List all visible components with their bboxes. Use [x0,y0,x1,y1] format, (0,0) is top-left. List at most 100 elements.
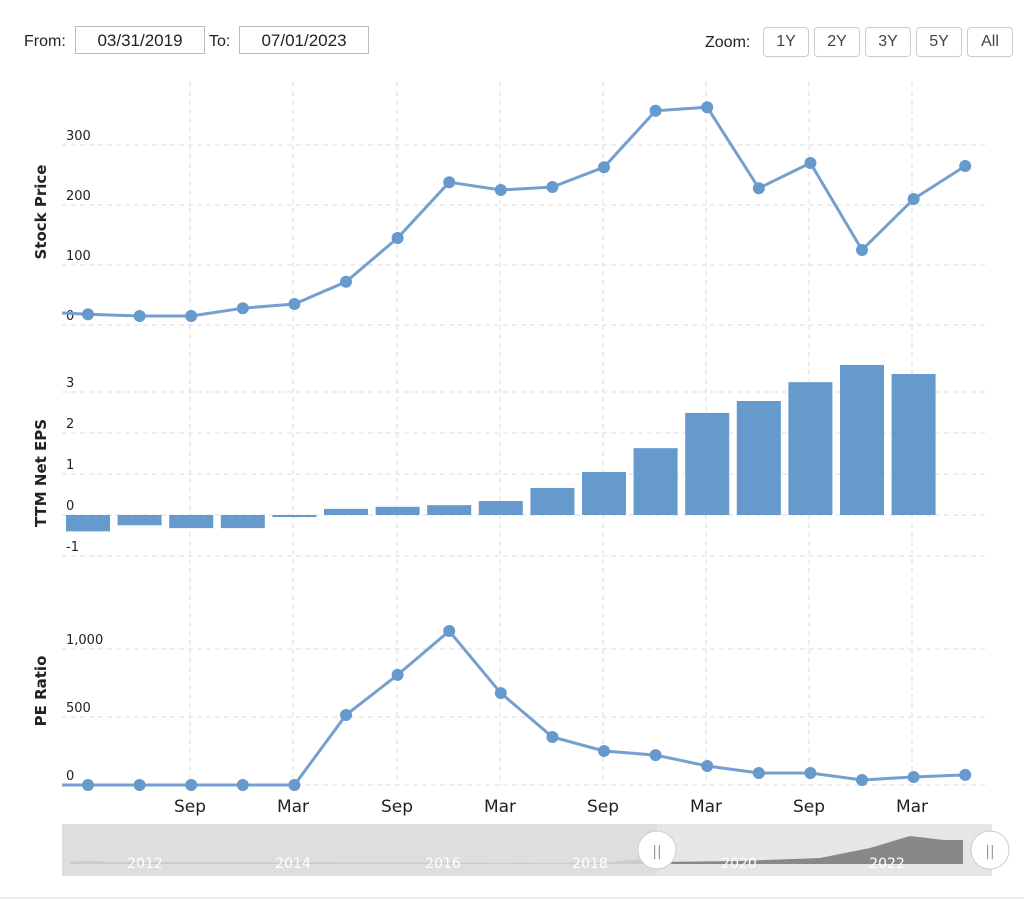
navigator-handle[interactable] [970,830,1010,870]
data-point[interactable] [907,193,920,205]
zoom-2y-button[interactable]: 2Y [814,27,860,57]
eps-bar[interactable] [169,515,214,529]
navigator-year-label: 2018 [572,856,608,872]
eps-bar[interactable] [891,373,936,515]
y-tick-label: 300 [66,129,91,144]
eps-bar[interactable] [375,506,420,515]
eps-bar[interactable] [582,471,626,515]
data-point[interactable] [752,767,765,780]
handle-grip-icon: || [652,844,661,860]
navigator-year-label: 2022 [869,856,905,872]
x-tick-label: Sep [174,797,206,817]
data-point[interactable] [546,730,559,743]
data-point[interactable] [546,181,559,193]
eps-bar[interactable] [685,412,730,515]
data-point[interactable] [82,779,94,791]
data-point[interactable] [804,767,817,780]
data-point[interactable] [752,182,765,195]
data-point[interactable] [856,773,868,786]
eps-bar[interactable] [736,401,781,515]
data-point[interactable] [494,184,507,196]
to-date-input[interactable]: 07/01/2023 [239,26,369,54]
data-point[interactable] [443,625,456,638]
data-point[interactable] [701,101,714,114]
eps-bar[interactable] [788,382,833,515]
x-tick-label: Mar [690,797,722,817]
data-point[interactable] [598,161,610,174]
data-point[interactable] [959,160,972,172]
data-point[interactable] [288,298,301,310]
data-point[interactable] [185,310,198,322]
data-point[interactable] [340,275,352,288]
series-line [61,105,967,318]
x-tick-label: Mar [484,797,516,817]
zoom-5y-button[interactable]: 5Y [916,27,962,57]
x-tick-label: Sep [793,797,825,817]
eps-bar[interactable] [117,515,162,526]
navigator-year-label: 2016 [425,856,461,872]
data-point[interactable] [907,770,920,783]
y-tick-label: -1 [66,540,79,555]
y-tick-label: 2 [66,417,74,432]
eps-bar[interactable] [427,505,472,515]
data-point[interactable] [236,302,249,315]
zoom-label: Zoom: [705,34,751,51]
from-label: From: [24,33,66,50]
navigator-year-label: 2020 [721,856,757,872]
data-point[interactable] [391,232,404,244]
eps-bar[interactable] [478,501,523,515]
handle-grip-icon: || [985,844,994,860]
data-point[interactable] [494,687,507,700]
y-axis-title: PE Ratio [32,656,50,727]
y-tick-label: 0 [66,769,74,784]
eps-bar[interactable] [840,364,884,515]
eps-bar[interactable] [272,515,317,518]
eps-bar[interactable] [66,515,110,532]
x-tick-label: Mar [277,797,309,817]
eps-bar[interactable] [633,448,678,515]
data-point[interactable] [185,779,198,791]
y-tick-label: 100 [66,249,91,264]
y-tick-label: 500 [66,701,91,716]
data-point[interactable] [443,176,456,189]
data-point[interactable] [391,668,404,681]
data-point[interactable] [133,779,146,791]
data-point[interactable] [288,779,301,791]
data-point[interactable] [856,244,868,256]
series-line [62,628,966,787]
navigator-year-label: 2012 [127,856,163,872]
y-tick-label: 1 [66,458,74,473]
navigator-series [657,836,963,864]
eps-bar[interactable] [530,487,575,515]
data-point[interactable] [598,745,610,757]
data-point[interactable] [959,768,972,781]
y-tick-label: 0 [66,309,74,324]
data-point[interactable] [236,779,249,791]
navigator-series-faded [70,858,657,864]
data-point[interactable] [804,157,817,169]
navigator-year-label: 2014 [275,856,311,872]
zoom-1y-button[interactable]: 1Y [763,27,809,57]
data-point[interactable] [340,708,352,721]
zoom-all-button[interactable]: All [967,27,1013,57]
data-point[interactable] [133,310,146,322]
navigator-handle[interactable] [637,830,677,870]
eps-bar[interactable] [220,515,265,529]
data-point[interactable] [82,308,94,321]
x-tick-label: Sep [381,797,413,817]
data-point[interactable] [701,759,714,772]
x-tick-label: Mar [896,797,928,817]
y-tick-label: 200 [66,189,91,204]
y-tick-label: 3 [66,376,74,391]
y-tick-label: 1,000 [66,633,103,648]
data-point[interactable] [649,749,662,762]
navigator-mask [62,824,657,876]
zoom-3y-button[interactable]: 3Y [865,27,911,57]
y-axis-title: TTM Net EPS [32,419,50,527]
from-date-input[interactable]: 03/31/2019 [75,26,205,54]
eps-bar[interactable] [324,508,368,515]
y-tick-label: 0 [66,499,74,514]
data-point[interactable] [649,104,662,117]
